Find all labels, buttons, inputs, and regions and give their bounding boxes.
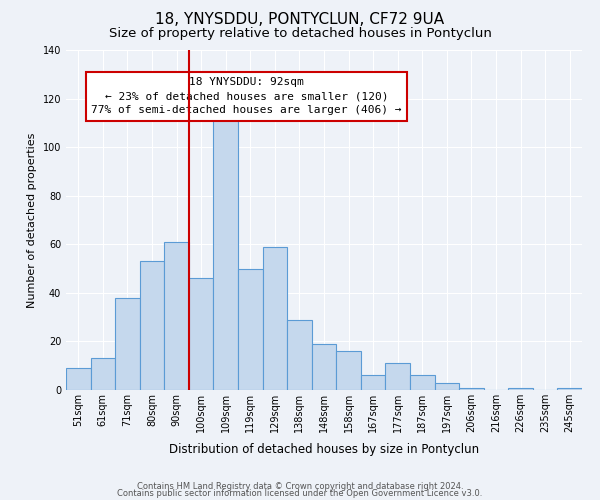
Bar: [459, 388, 484, 390]
Bar: [91, 358, 115, 390]
Bar: [214, 116, 238, 390]
Bar: [385, 364, 410, 390]
X-axis label: Distribution of detached houses by size in Pontyclun: Distribution of detached houses by size …: [169, 444, 479, 456]
Bar: [361, 376, 385, 390]
Bar: [189, 278, 214, 390]
Text: Contains HM Land Registry data © Crown copyright and database right 2024.: Contains HM Land Registry data © Crown c…: [137, 482, 463, 491]
Text: 18, YNYSDDU, PONTYCLUN, CF72 9UA: 18, YNYSDDU, PONTYCLUN, CF72 9UA: [155, 12, 445, 28]
Bar: [287, 320, 312, 390]
Text: Size of property relative to detached houses in Pontyclun: Size of property relative to detached ho…: [109, 28, 491, 40]
Bar: [336, 351, 361, 390]
Bar: [312, 344, 336, 390]
Bar: [434, 382, 459, 390]
Text: 18 YNYSDDU: 92sqm
← 23% of detached houses are smaller (120)
77% of semi-detache: 18 YNYSDDU: 92sqm ← 23% of detached hous…: [91, 77, 402, 115]
Bar: [508, 388, 533, 390]
Bar: [164, 242, 189, 390]
Bar: [115, 298, 140, 390]
Bar: [238, 268, 263, 390]
Bar: [557, 388, 582, 390]
Text: Contains public sector information licensed under the Open Government Licence v3: Contains public sector information licen…: [118, 490, 482, 498]
Bar: [66, 368, 91, 390]
Bar: [263, 246, 287, 390]
Y-axis label: Number of detached properties: Number of detached properties: [27, 132, 37, 308]
Bar: [140, 262, 164, 390]
Bar: [410, 376, 434, 390]
